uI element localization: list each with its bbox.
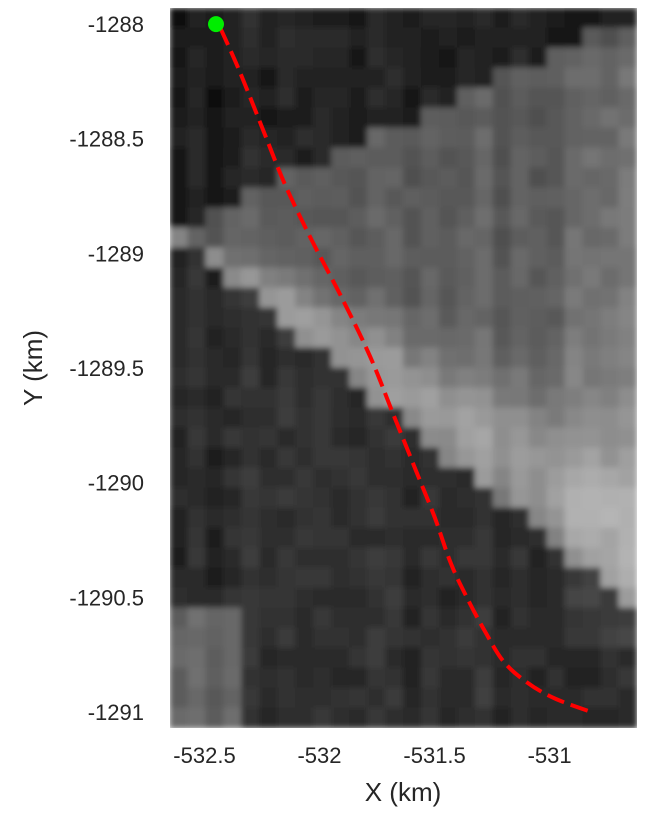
- y-axis-label: Y (km): [18, 330, 48, 406]
- y-tick-label: -1288.5: [69, 127, 144, 152]
- series-line: [218, 27, 592, 714]
- x-axis: -532.5 -532 -531.5 -531: [173, 743, 571, 768]
- y-tick-label: -1290: [88, 471, 144, 496]
- x-tick-label: -531.5: [403, 743, 465, 768]
- y-tick-label: -1291: [88, 700, 144, 725]
- x-tick-label: -531: [528, 743, 572, 768]
- x-tick-label: -532.5: [173, 743, 235, 768]
- y-tick-label: -1290.5: [69, 585, 144, 610]
- y-tick-label: -1289.5: [69, 356, 144, 381]
- x-axis-label: X (km): [365, 777, 442, 807]
- marker-group: [208, 16, 224, 33]
- start-point-marker: [208, 16, 224, 33]
- y-tick-label: -1289: [88, 241, 144, 266]
- y-axis: -1288 -1288.5 -1289 -1289.5 -1290 -1290.5 -129…: [69, 12, 144, 725]
- x-tick-label: -532: [297, 743, 341, 768]
- background-raster-image: [170, 8, 637, 728]
- y-tick-label: -1288: [88, 12, 144, 37]
- plot-area: [170, 8, 637, 728]
